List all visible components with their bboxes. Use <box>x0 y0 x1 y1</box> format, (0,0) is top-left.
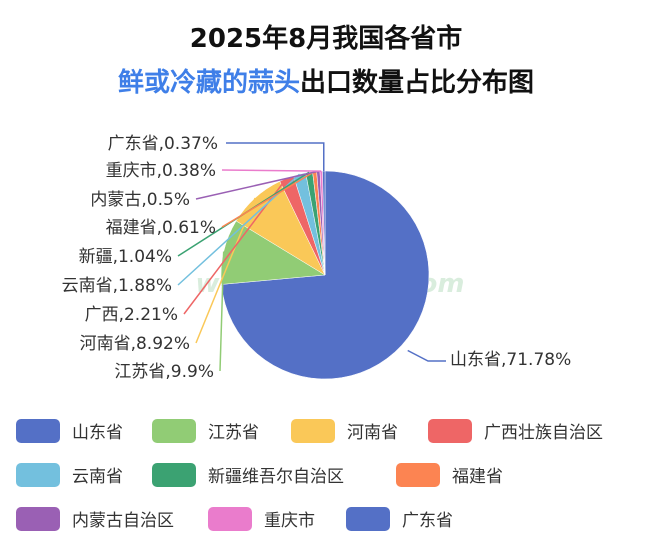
label-leader-line <box>219 251 225 372</box>
legend-item[interactable]: 广东省 <box>346 506 453 531</box>
legend-item[interactable]: 山东省 <box>16 418 123 443</box>
legend-label: 广东省 <box>402 511 453 531</box>
pie-slice[interactable] <box>322 170 326 276</box>
legend-swatch <box>346 506 390 531</box>
legend-label: 江苏省 <box>208 423 259 443</box>
legend-swatch <box>16 506 60 531</box>
legend-label: 广西壮族自治区 <box>484 423 603 443</box>
legend-label: 河南省 <box>347 423 398 443</box>
legend-swatch <box>152 418 196 443</box>
label-leader-line <box>195 197 256 344</box>
legend-swatch <box>16 418 60 443</box>
legend-label: 山东省 <box>72 423 123 443</box>
legend-swatch <box>428 418 472 443</box>
chart-title-line1: 2025年8月我国各省市 <box>189 24 463 54</box>
legend-item[interactable]: 重庆市 <box>208 506 315 531</box>
label-leader-line <box>195 170 319 200</box>
slice-label: 广西,2.21% <box>85 305 178 325</box>
slice-label: 河南省,8.92% <box>80 334 190 354</box>
slice-label: 江苏省,9.9% <box>114 362 214 382</box>
title-highlight: 鲜或冷藏的蒜头 <box>117 68 300 98</box>
legend-label: 福建省 <box>452 467 503 487</box>
slice-label: 新疆,1.04% <box>79 247 172 267</box>
legend-swatch <box>152 462 196 487</box>
legend-swatch <box>396 462 440 487</box>
legend-item[interactable]: 河南省 <box>291 418 398 443</box>
slice-label: 福建省,0.61% <box>106 218 216 238</box>
label-leader-line <box>221 169 322 172</box>
legend-label: 云南省 <box>72 467 123 487</box>
slice-label: 重庆市,0.38% <box>106 161 216 181</box>
slice-label: 云南省,1.88% <box>62 276 172 296</box>
label-leader-line <box>226 142 325 172</box>
legend-swatch <box>291 418 335 443</box>
legend-label: 新疆维吾尔自治区 <box>208 467 344 487</box>
legend-item[interactable]: 云南省 <box>16 462 123 487</box>
legend-swatch <box>208 506 252 531</box>
legend-item[interactable]: 福建省 <box>396 462 503 487</box>
legend-item[interactable]: 新疆维吾尔自治区 <box>152 462 344 487</box>
legend-item[interactable]: 江苏省 <box>152 418 259 443</box>
legend-item[interactable]: 内蒙古自治区 <box>16 506 174 531</box>
legend-item[interactable]: 广西壮族自治区 <box>428 418 603 443</box>
chart-title-line2: 鲜或冷藏的蒜头出口数量占比分布图 <box>0 62 652 99</box>
slice-label: 山东省,71.78% <box>450 350 571 370</box>
label-leader-line <box>221 170 315 228</box>
legend-label: 重庆市 <box>264 511 315 531</box>
label-leader-line <box>407 349 446 362</box>
legend-swatch <box>16 462 60 487</box>
slice-label: 广东省,0.37% <box>108 134 218 154</box>
slice-label: 内蒙古,0.5% <box>90 190 190 210</box>
title-rest: 出口数量占比分布图 <box>300 68 535 98</box>
legend-label: 内蒙古自治区 <box>72 511 174 531</box>
